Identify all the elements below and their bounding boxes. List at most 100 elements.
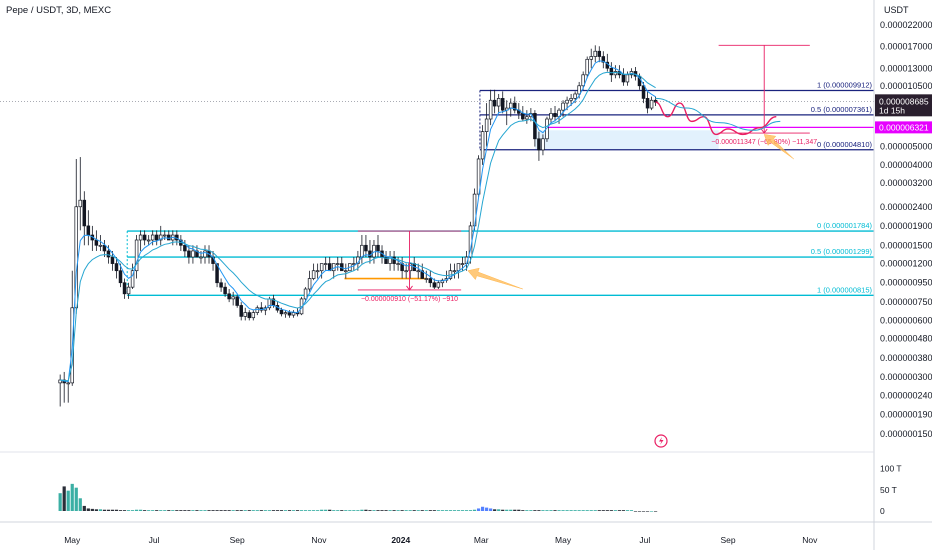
volume-bar <box>388 510 392 511</box>
candle-body-up <box>452 270 457 273</box>
candle <box>609 62 614 82</box>
candle <box>323 257 328 271</box>
volume-bar <box>412 510 416 511</box>
candle <box>480 125 485 165</box>
volume-bar <box>533 510 537 511</box>
candle-body-up <box>484 118 489 132</box>
annotation-layer-front: −0.000000910 (−51.17%) −910 −0.000011347 … <box>357 44 817 303</box>
fib-lower-level-label: 0.5 (0.000001299) <box>811 247 873 256</box>
volume-bar <box>211 510 215 511</box>
candle <box>227 289 231 303</box>
candle <box>62 371 66 403</box>
arrow-lower <box>467 267 523 290</box>
candle-body-up <box>146 239 151 242</box>
candle-body-down <box>118 270 123 284</box>
candle-body-up <box>78 199 83 208</box>
candle-body-down <box>521 113 525 120</box>
candle <box>327 257 332 272</box>
x-tick-label: Sep <box>720 535 735 545</box>
volume-bar <box>529 510 533 511</box>
candle-body-up <box>589 56 593 60</box>
candle <box>368 240 372 264</box>
volume-bar <box>468 510 473 511</box>
annotation-layer-back: 1 (0.000009912) 0.5 (0.000007361) 0 (0.000… <box>126 80 874 296</box>
candle <box>428 270 433 288</box>
candle-body-up <box>199 256 203 259</box>
volume-bar <box>179 510 183 511</box>
candle <box>340 257 344 272</box>
bolt-icon[interactable] <box>654 434 668 448</box>
volume-bar <box>653 511 658 512</box>
candle <box>504 100 509 126</box>
candle-body-down <box>645 98 650 109</box>
candle <box>360 235 364 264</box>
volume-bar <box>62 486 66 511</box>
volume-bar <box>376 510 380 511</box>
candle-body-down <box>513 102 517 111</box>
y-tick-label: 0.000000750 <box>880 297 932 307</box>
candle <box>82 191 87 246</box>
volume-bar <box>448 510 453 511</box>
candle-body-up <box>577 85 581 95</box>
candle <box>589 48 593 69</box>
candle <box>66 380 70 403</box>
volume-bar <box>368 510 372 511</box>
current-price-value: 0.000008685 <box>879 96 929 106</box>
volume-bar <box>203 510 207 511</box>
volume-bar <box>102 509 107 511</box>
candle <box>58 374 62 407</box>
candle-body-up <box>336 263 340 265</box>
volume-bar <box>569 510 573 511</box>
candle <box>219 278 223 292</box>
candle-body-down <box>102 244 107 252</box>
volume-bar <box>593 510 597 511</box>
candle <box>641 81 646 104</box>
candle-body-up <box>158 234 163 241</box>
candle <box>336 257 340 271</box>
candle <box>154 230 159 246</box>
candle <box>585 56 589 79</box>
candle-body-up <box>372 244 376 258</box>
candle-countdown: 1d 15h <box>879 105 905 115</box>
candle <box>138 230 143 251</box>
volume-bar <box>332 510 336 511</box>
volume-bar <box>485 507 489 511</box>
volume-bar <box>175 510 179 511</box>
candle-body-up <box>424 278 429 280</box>
candle <box>408 263 412 279</box>
candle-body-up <box>396 263 400 265</box>
candle-body-down <box>114 263 119 272</box>
volume-bar <box>364 509 368 511</box>
candle <box>247 310 252 321</box>
volume-bar <box>66 490 70 511</box>
volume-bar <box>163 510 167 511</box>
volume-bar <box>617 510 621 511</box>
candle <box>291 310 296 318</box>
y-tick-label: 0.000000300 <box>880 372 932 382</box>
volume-bar <box>183 510 187 511</box>
candle <box>444 270 449 283</box>
candle <box>352 257 356 271</box>
candle <box>549 108 553 124</box>
volume-bar <box>517 509 521 511</box>
volume-bar <box>307 510 312 511</box>
candle-body-up <box>344 270 348 273</box>
volume-bar <box>553 510 557 511</box>
projection-ema-path <box>655 97 781 131</box>
fib-lower-level-label: 0 (0.000001784) <box>817 221 873 230</box>
candle-body-down <box>500 98 505 111</box>
candle-body-up <box>488 99 493 120</box>
candle-body-down <box>609 67 614 76</box>
candle-body-up <box>191 250 195 258</box>
candle-body-down <box>154 234 159 241</box>
measure-lower-arrow-head <box>406 285 413 291</box>
volume-bar <box>126 510 131 511</box>
volume-bar <box>629 510 634 511</box>
candle-body-down <box>227 293 231 300</box>
candle <box>625 71 630 86</box>
candle-body-up <box>509 102 513 109</box>
candle-body-up <box>74 206 79 309</box>
volume-bar <box>279 510 284 511</box>
volume-bar <box>235 510 239 511</box>
